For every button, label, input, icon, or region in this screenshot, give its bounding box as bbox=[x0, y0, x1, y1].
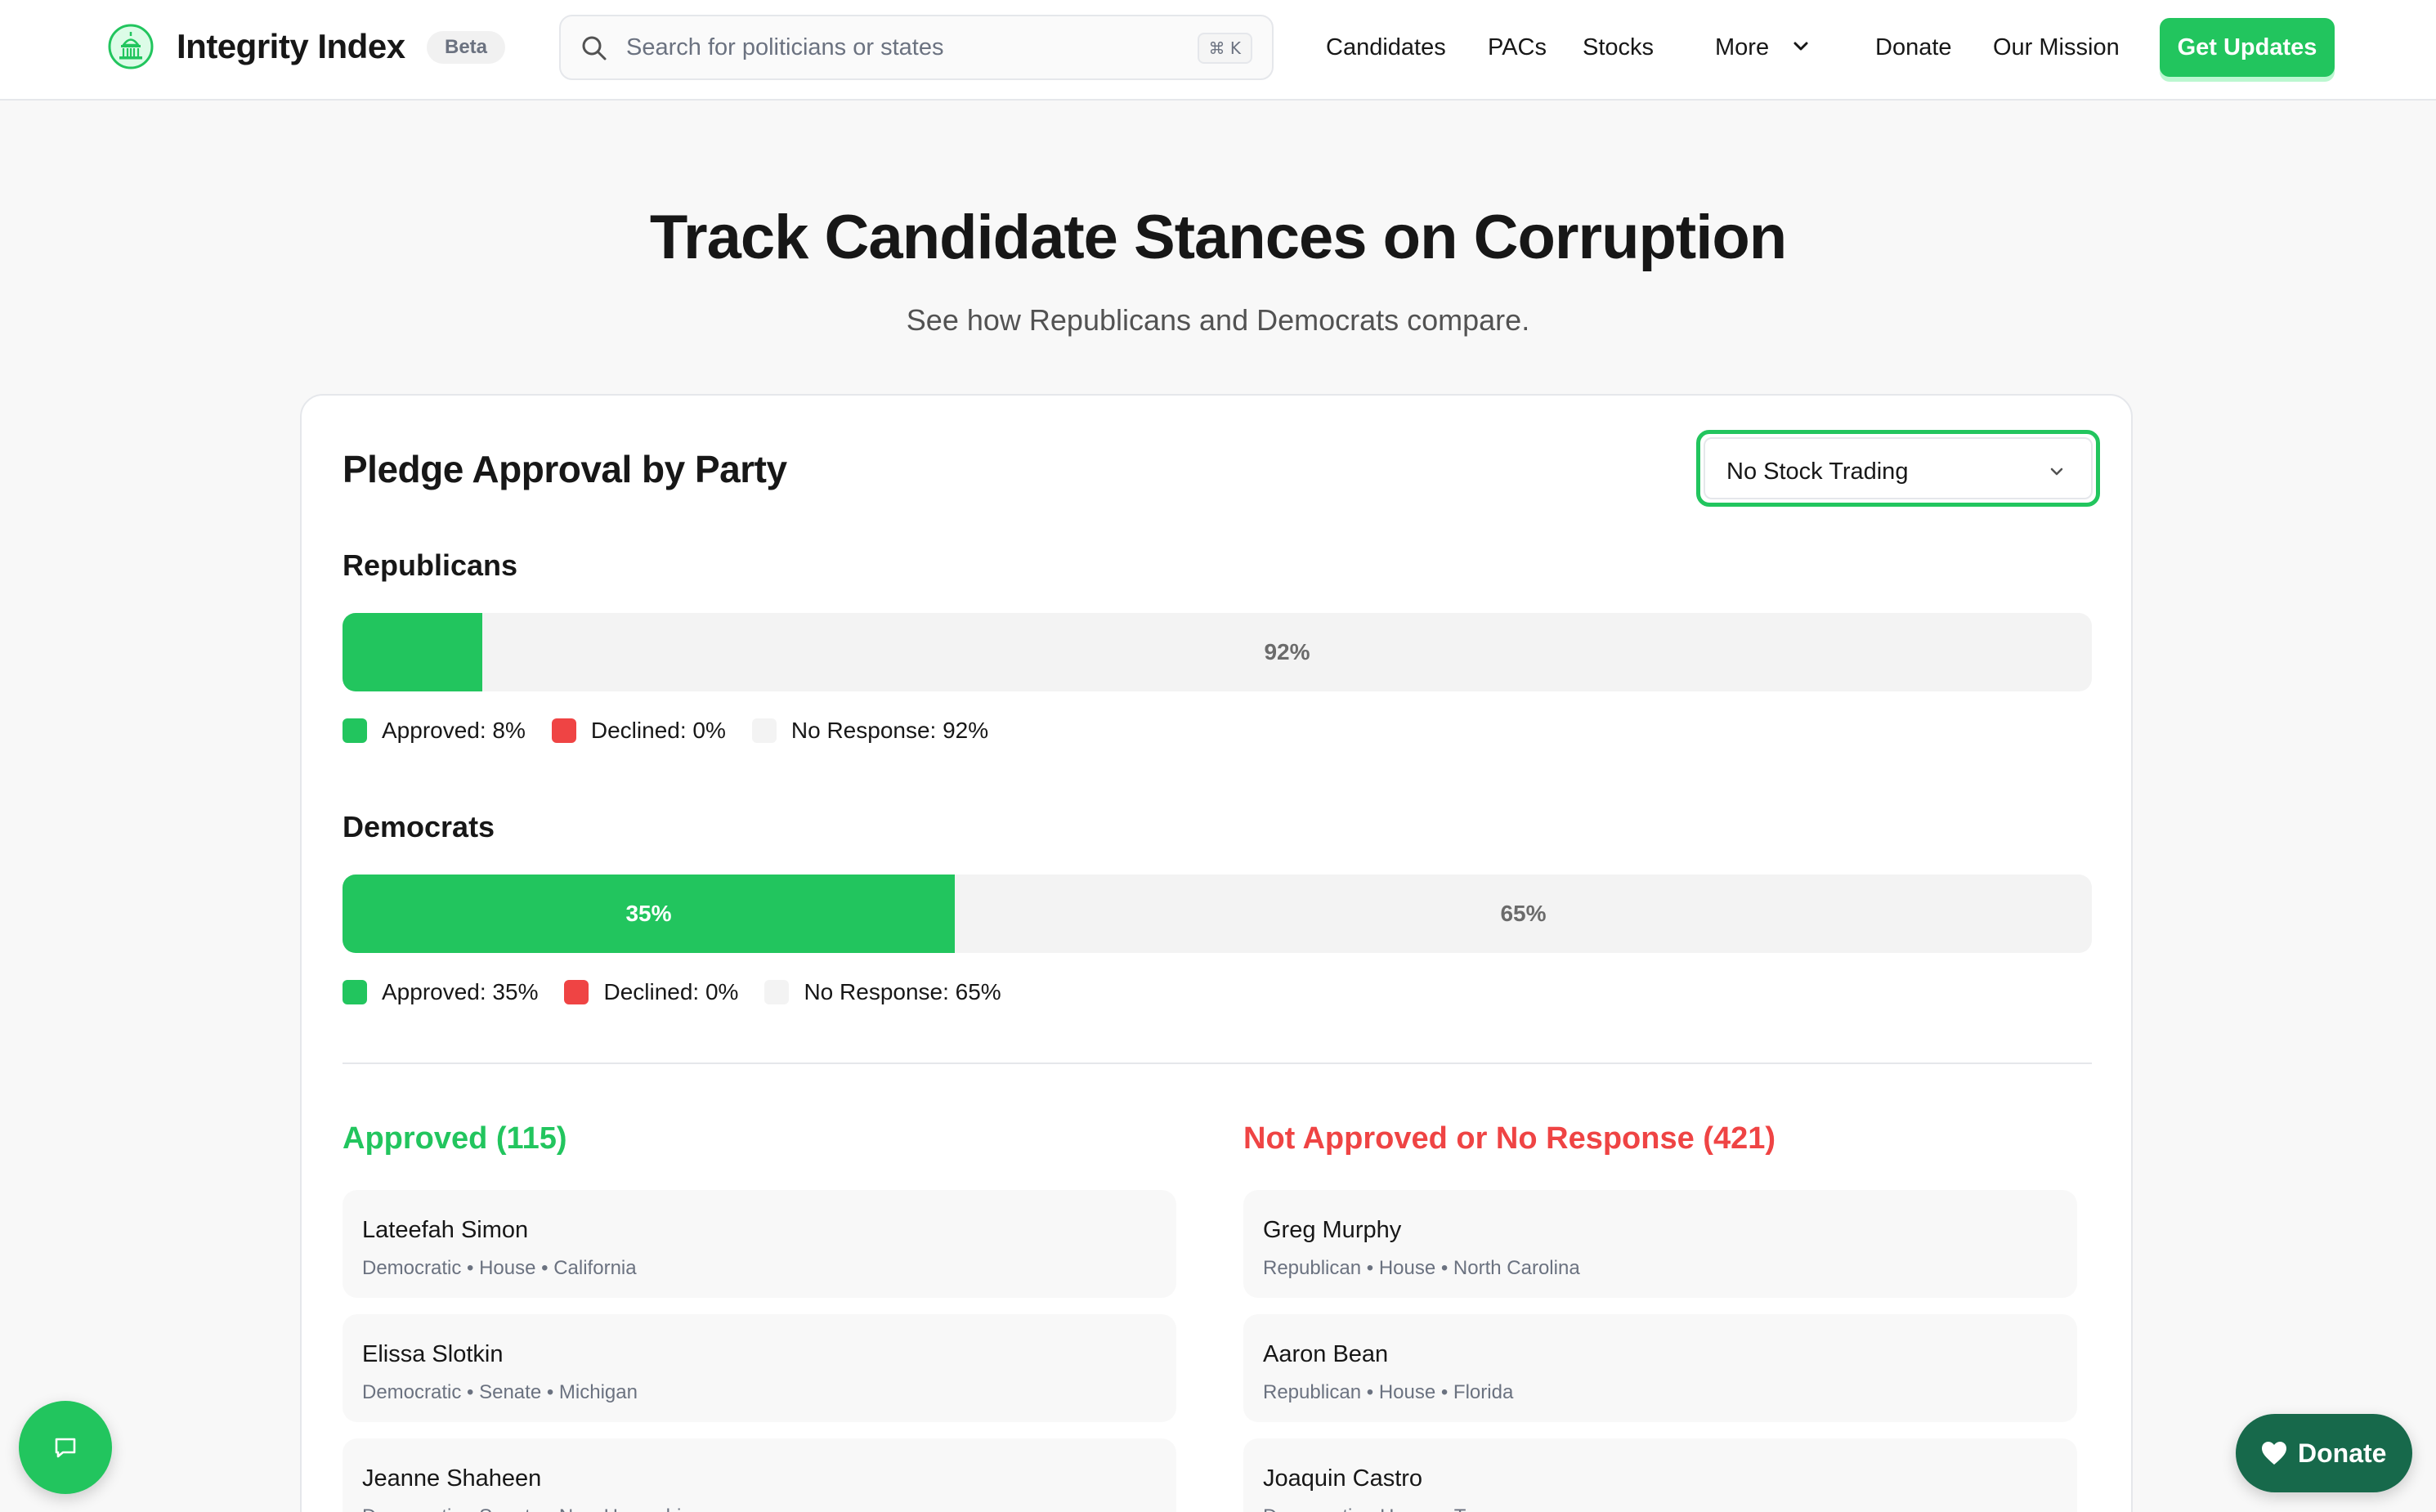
approved-fill-label bbox=[343, 613, 482, 691]
nav-stocks[interactable]: Stocks bbox=[1583, 34, 1655, 60]
legend-no-response: No Response: 65% bbox=[764, 976, 1001, 1009]
legend-no-response-label: No Response: 92% bbox=[790, 718, 989, 743]
approved-swatch bbox=[343, 718, 367, 743]
search-shortcut: ⌘ K bbox=[1197, 33, 1252, 64]
pledge-select[interactable]: No Stock Trading bbox=[1696, 430, 2100, 507]
chat-icon bbox=[55, 1438, 76, 1458]
chevron-down-icon bbox=[2050, 467, 2063, 476]
legend-declined-label: Declined: 0% bbox=[590, 718, 726, 743]
search-box[interactable]: ⌘ K bbox=[559, 15, 1274, 80]
candidate-name: Greg Murphy bbox=[1263, 1217, 1402, 1243]
party-title-democrats: Democrats bbox=[343, 810, 495, 843]
legend-approved: Approved: 8% bbox=[343, 714, 526, 747]
no-response-label: 92% bbox=[1264, 639, 1310, 664]
candidate-meta: Republican • House • Florida bbox=[1263, 1381, 1514, 1403]
top-navbar: Integrity Index Beta ⌘ K Candidates PACs… bbox=[0, 0, 2436, 101]
chat-button[interactable] bbox=[19, 1401, 112, 1494]
get-updates-button[interactable]: Get Updates bbox=[2160, 18, 2335, 77]
declined-swatch bbox=[564, 980, 589, 1004]
party-title-republicans: Republicans bbox=[343, 548, 518, 582]
page-title: Track Candidate Stances on Corruption bbox=[649, 203, 1787, 272]
nav-candidates[interactable]: Candidates bbox=[1326, 34, 1446, 60]
heart-icon bbox=[2262, 1442, 2286, 1465]
nav-more[interactable]: More bbox=[1715, 34, 1770, 60]
list-item[interactable]: Joaquin Castro Democratic • House • Texa… bbox=[1243, 1438, 2077, 1512]
list-item[interactable]: Elissa Slotkin Democratic • Senate • Mic… bbox=[343, 1314, 1176, 1422]
search-icon bbox=[582, 36, 607, 60]
candidate-meta: Democratic • House • Texas bbox=[1263, 1504, 1505, 1512]
donate-float-label: Donate bbox=[2298, 1438, 2387, 1468]
candidate-meta: Democratic • Senate • New Hampshire bbox=[362, 1504, 699, 1512]
approved-swatch bbox=[343, 980, 367, 1004]
legend-approved-label: Approved: 35% bbox=[382, 979, 539, 1004]
legend-approved: Approved: 35% bbox=[343, 976, 538, 1009]
capitol-logo-icon[interactable] bbox=[107, 23, 154, 70]
legend-approved-label: Approved: 8% bbox=[382, 718, 526, 743]
legend-no-response: No Response: 92% bbox=[751, 714, 989, 747]
legend-no-response-label: No Response: 65% bbox=[804, 979, 1001, 1004]
candidate-name: Joaquin Castro bbox=[1263, 1465, 1423, 1492]
pledge-approval-card: Pledge Approval by Party No Stock Tradin… bbox=[300, 394, 2133, 1512]
approved-fill bbox=[343, 613, 482, 691]
nav-our-mission[interactable]: Our Mission bbox=[1993, 34, 2120, 60]
no-response-label: 65% bbox=[1500, 901, 1547, 926]
candidate-name: Elissa Slotkin bbox=[362, 1341, 504, 1367]
legend-democrats: Approved: 35% Declined: 0% No Response: … bbox=[343, 976, 1028, 1009]
declined-swatch bbox=[551, 718, 576, 743]
divider bbox=[343, 1062, 2092, 1064]
nav-donate[interactable]: Donate bbox=[1875, 34, 1952, 60]
candidate-name: Lateefah Simon bbox=[362, 1217, 529, 1243]
candidate-name: Jeanne Shaheen bbox=[362, 1465, 542, 1492]
approval-bar-democrats: 35% 65% bbox=[343, 875, 2092, 953]
candidate-meta: Republican • House • North Carolina bbox=[1263, 1257, 1580, 1279]
nav-pacs[interactable]: PACs bbox=[1488, 34, 1547, 60]
legend-declined: Declined: 0% bbox=[551, 714, 726, 747]
candidate-name: Aaron Bean bbox=[1263, 1341, 1389, 1367]
approved-fill bbox=[343, 875, 955, 953]
no-response-swatch bbox=[764, 980, 790, 1004]
legend-republicans: Approved: 8% Declined: 0% No Response: 9… bbox=[343, 714, 1014, 747]
beta-badge: Beta bbox=[427, 31, 506, 64]
list-item[interactable]: Aaron Bean Republican • House • Florida bbox=[1243, 1314, 2077, 1422]
donate-float-button[interactable]: Donate bbox=[2236, 1414, 2412, 1492]
approval-bar-republicans: 92% bbox=[343, 613, 2092, 691]
approved-column-title: Approved (115) bbox=[343, 1121, 567, 1156]
list-item[interactable]: Lateefah Simon Democratic • House • Cali… bbox=[343, 1190, 1176, 1298]
no-response-swatch bbox=[751, 718, 777, 743]
list-item[interactable]: Greg Murphy Republican • House • North C… bbox=[1243, 1190, 2077, 1298]
legend-declined: Declined: 0% bbox=[564, 976, 738, 1009]
page-subtitle: See how Republicans and Democrats compar… bbox=[906, 303, 1530, 337]
pledge-select-inner: No Stock Trading bbox=[1704, 437, 2093, 499]
brand-name[interactable]: Integrity Index bbox=[177, 27, 405, 65]
approved-fill-label: 35% bbox=[625, 901, 672, 926]
candidate-meta: Democratic • Senate • Michigan bbox=[362, 1381, 638, 1403]
search-input[interactable] bbox=[626, 28, 1133, 67]
pledge-select-value: No Stock Trading bbox=[1726, 459, 1909, 485]
legend-declined-label: Declined: 0% bbox=[603, 979, 739, 1004]
chevron-down-icon[interactable] bbox=[1790, 36, 1811, 57]
not-approved-column-title: Not Approved or No Response (421) bbox=[1243, 1121, 1776, 1156]
candidate-meta: Democratic • House • California bbox=[362, 1257, 637, 1279]
card-title: Pledge Approval by Party bbox=[343, 448, 787, 490]
list-item[interactable]: Jeanne Shaheen Democratic • Senate • New… bbox=[343, 1438, 1176, 1512]
